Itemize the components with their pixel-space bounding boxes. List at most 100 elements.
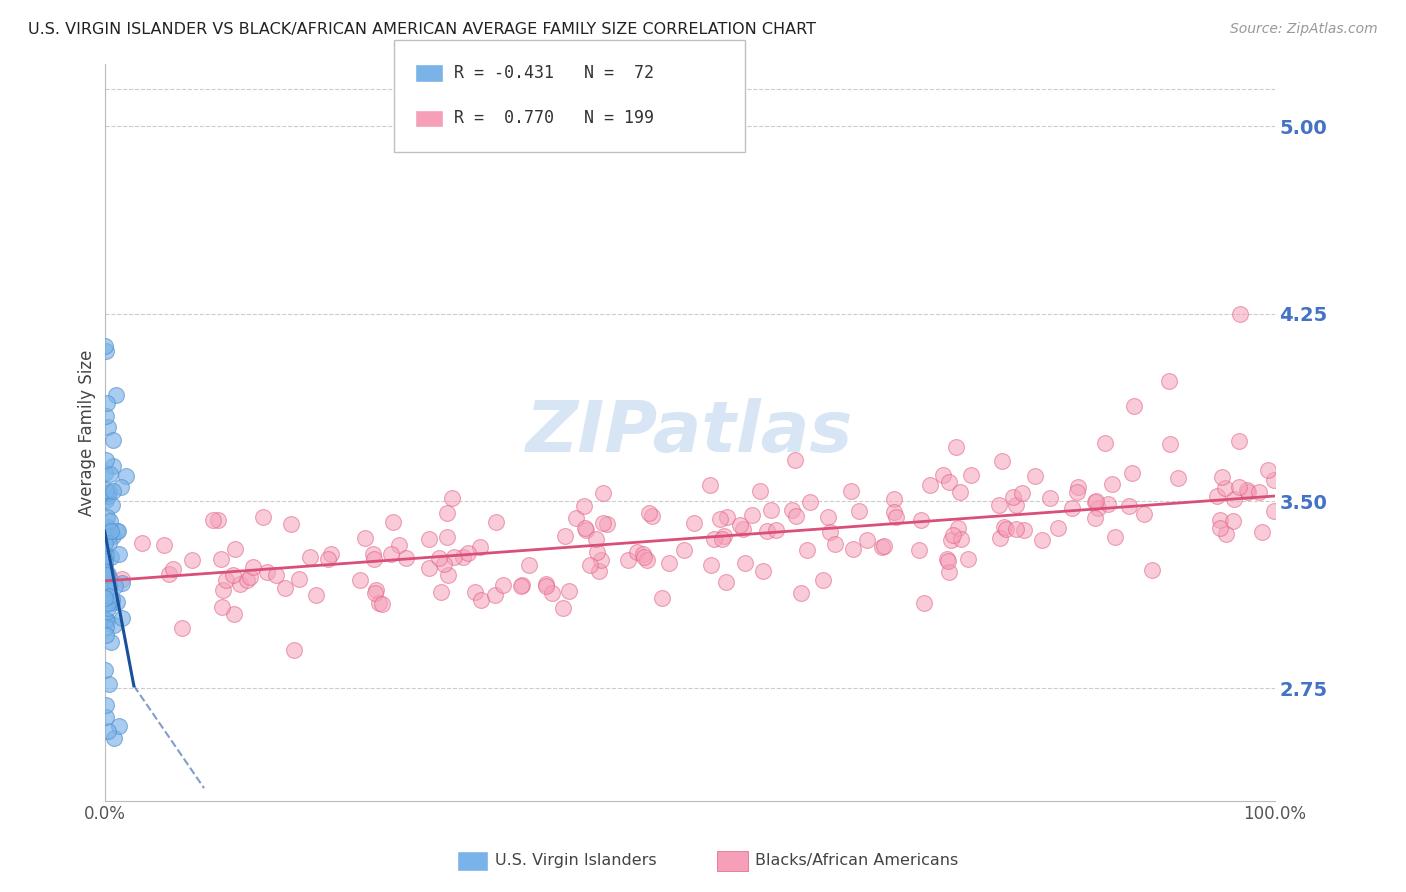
Point [942, 528, 965, 542]
Point [97, 530, 120, 544]
Point [1222, 514, 1244, 528]
Text: Source: ZipAtlas.com: Source: ZipAtlas.com [1230, 22, 1378, 37]
Text: ZIPatlas: ZIPatlas [526, 398, 853, 467]
Point [108, 547, 131, 561]
Point [932, 468, 955, 483]
Point [790, 586, 813, 600]
Point [1004, 498, 1026, 512]
Point [107, 524, 129, 538]
Point [104, 579, 127, 593]
Point [855, 533, 877, 547]
Point [716, 574, 738, 589]
Point [761, 502, 783, 516]
Point [94, 525, 117, 540]
Point [1251, 524, 1274, 539]
Point [170, 620, 193, 634]
Point [1031, 533, 1053, 547]
Point [96, 577, 118, 591]
Point [1236, 483, 1258, 498]
Point [427, 550, 450, 565]
Point [1159, 437, 1181, 451]
Point [817, 510, 839, 524]
Point [1066, 485, 1088, 500]
Point [94, 536, 117, 550]
Point [1011, 486, 1033, 500]
Point [756, 524, 779, 539]
Point [765, 523, 787, 537]
Point [912, 596, 935, 610]
Point [94, 613, 117, 627]
Point [1213, 481, 1236, 495]
Point [938, 565, 960, 579]
Point [364, 582, 387, 597]
Point [589, 553, 612, 567]
Point [1142, 563, 1164, 577]
Point [280, 516, 302, 531]
Point [94, 585, 117, 599]
Point [492, 578, 515, 592]
Point [993, 520, 1015, 534]
Point [222, 607, 245, 621]
Point [785, 509, 807, 524]
Point [93, 553, 115, 567]
Point [586, 545, 609, 559]
Point [441, 491, 464, 506]
Point [994, 522, 1017, 536]
Point [1104, 530, 1126, 544]
Point [96, 568, 118, 582]
Point [1167, 471, 1189, 485]
Point [94, 409, 117, 423]
Point [713, 529, 735, 543]
Point [1209, 513, 1232, 527]
Point [780, 502, 803, 516]
Point [872, 540, 894, 554]
Point [100, 634, 122, 648]
Point [222, 568, 245, 582]
Point [98, 589, 121, 603]
Point [731, 522, 754, 536]
Point [709, 512, 731, 526]
Point [636, 552, 658, 566]
Point [1222, 492, 1244, 507]
Point [703, 532, 725, 546]
Point [1101, 477, 1123, 491]
Point [100, 524, 122, 539]
Point [380, 547, 402, 561]
Point [938, 475, 960, 490]
Point [988, 531, 1011, 545]
Point [107, 719, 129, 733]
Text: Blacks/African Americans: Blacks/African Americans [755, 854, 959, 868]
Point [1206, 490, 1229, 504]
Point [305, 588, 328, 602]
Point [658, 557, 681, 571]
Point [436, 568, 458, 582]
Point [1012, 523, 1035, 537]
Point [436, 506, 458, 520]
Point [181, 553, 204, 567]
Point [638, 506, 661, 520]
Text: R =  0.770   N = 199: R = 0.770 N = 199 [454, 110, 654, 128]
Point [1159, 374, 1181, 388]
Point [1227, 434, 1250, 448]
Point [579, 558, 602, 572]
Point [94, 528, 117, 542]
Point [988, 498, 1011, 512]
Point [592, 485, 614, 500]
Point [1121, 466, 1143, 480]
Point [96, 509, 118, 524]
Point [101, 434, 124, 448]
Point [418, 560, 440, 574]
Point [299, 550, 322, 565]
Point [433, 557, 456, 571]
Point [101, 596, 124, 610]
Point [908, 543, 931, 558]
Point [93, 568, 115, 582]
Point [97, 677, 120, 691]
Point [799, 494, 821, 508]
Point [98, 580, 121, 594]
Point [94, 557, 117, 571]
Point [716, 510, 738, 524]
Point [633, 547, 655, 561]
Point [592, 516, 614, 531]
Point [617, 553, 640, 567]
